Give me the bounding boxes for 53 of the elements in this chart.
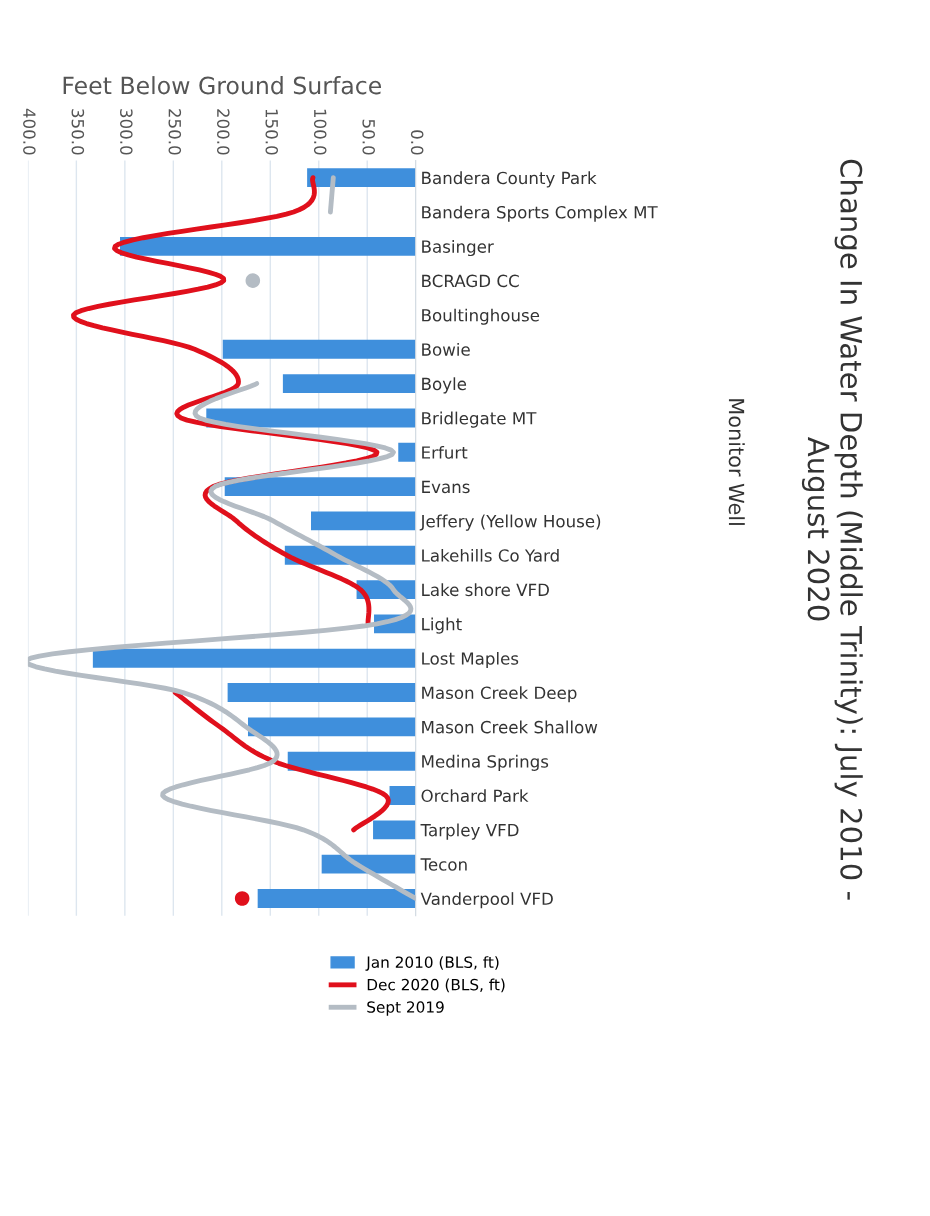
bar [247,717,416,737]
x-tick-label: 350.0 [71,109,85,155]
text: Change In Water Depth (Middle Trinity): July 2010 - August 2020 [801,159,863,900]
x-tick-label: 50.0 [362,119,375,155]
y-tick-label: Jeffery (Yellow House) [419,514,601,531]
y-tick-label: Tarpley VFD [420,823,519,840]
y-tick-label: Light [422,617,462,634]
y-tick-label: Boyle [422,377,467,394]
legend-label: Jan 2010 (BLS, ft) [365,956,499,971]
legend-label: Dec 2020 (BLS, ft) [367,978,505,993]
y-tick-label: Bridlegate MT [422,411,537,428]
y-tick-label: Orchard Park [421,789,529,803]
bar [120,236,416,256]
y-tick-label: Lakehills Co Yard [422,548,559,562]
bar [227,683,416,702]
y-tick-label: Boultinghouse [422,308,540,325]
bar [389,786,416,805]
y-tick-label: Mason Creek Shallow [422,720,598,734]
y-tick-label: Bandera Sports Complex MT [422,205,658,222]
y-tick-label: Medina Springs [422,754,549,771]
y-tick-label: Lake shore VFD [422,583,549,597]
y-tick-label: Basinger [422,239,494,257]
bar [321,854,416,874]
bar [206,408,416,428]
bar [92,648,416,668]
bar [282,374,416,394]
bar [222,339,416,359]
y-tick-label: Lost Maples [422,651,519,669]
x-tick-label: 400.0 [23,108,36,155]
x-axis-title: Feet Below Ground Surface [63,76,382,95]
x-tick-label: 100.0 [313,109,327,155]
x-tick-label: 200.0 [216,109,230,155]
bar [224,477,416,497]
x-tick-label: 250.0 [168,109,182,155]
bar [257,889,416,908]
y-tick-label: BCRAGD CC [422,274,519,288]
x-tick-label: 300.0 [120,109,133,155]
y-axis-title: Monitor Well [728,399,745,525]
bar [287,751,416,771]
y-tick-label: Vanderpool VFD [420,892,553,909]
y-tick-label: Tecon [420,858,467,871]
x-tick-label: 150.0 [265,109,279,155]
bar [398,442,416,462]
bar [373,820,416,840]
x-tick-label: 0.0 [410,130,424,155]
bar [311,511,416,531]
y-tick-label: Evans [422,480,470,494]
legend-label: Sept 2019 [367,1001,444,1016]
bar [307,168,416,188]
y-tick-label: Bowie [422,342,470,356]
y-tick-label: Bandera County Park [422,171,597,188]
y-tick-label: Erfurt [422,445,468,459]
y-tick-label: Mason Creek Deep [422,686,577,703]
